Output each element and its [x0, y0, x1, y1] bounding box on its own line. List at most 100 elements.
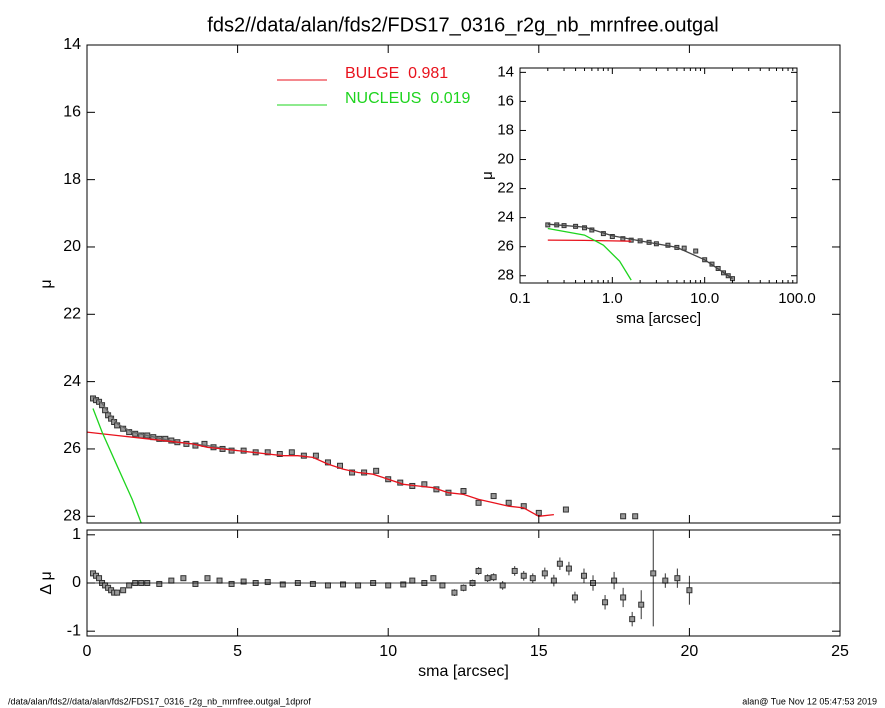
y-tick-label: -1: [67, 622, 81, 639]
data-point: [340, 581, 347, 588]
data-point: [580, 572, 587, 579]
data-point: [629, 616, 636, 623]
data-point: [451, 589, 458, 596]
y-tick-label: 16: [63, 104, 81, 121]
data-point: [355, 582, 362, 589]
data-point: [475, 567, 482, 574]
y-tick-label: 1: [72, 526, 81, 543]
x-tick-label: 10: [379, 643, 397, 660]
data-point: [264, 579, 271, 586]
x-tick-label: 5: [233, 643, 242, 660]
x-tick-label: 100.0: [778, 290, 816, 307]
data-point: [400, 581, 407, 588]
frame: [86, 44, 841, 524]
data-point: [674, 575, 681, 582]
legend-label: BULGE 0.981: [345, 65, 448, 82]
data-point: [693, 248, 699, 254]
data-point: [349, 469, 356, 476]
data-point: [602, 599, 609, 606]
y-tick-label: 18: [63, 171, 81, 188]
model-line: [547, 239, 632, 242]
data-point: [511, 567, 518, 574]
x-tick-label: 25: [831, 643, 849, 660]
data-point: [192, 580, 199, 587]
footer-left: /data/alan/fds2//data/alan/fds2/FDS17_03…: [8, 696, 311, 706]
data-point: [520, 572, 527, 579]
y-tick-label: 20: [497, 150, 514, 167]
x-tick-label: 0.1: [510, 290, 531, 307]
data-point: [96, 575, 103, 582]
model-line: [547, 227, 632, 281]
model-line: [92, 408, 142, 523]
data-point: [638, 601, 645, 608]
y-tick-label: 20: [63, 238, 81, 255]
plot-area: [87, 395, 639, 523]
data-point: [484, 575, 491, 582]
data-point: [686, 587, 693, 594]
data-point: [409, 577, 416, 584]
data-point: [460, 488, 467, 495]
data-point: [240, 578, 247, 585]
plot-area: [545, 222, 735, 282]
x-axis-label: sma [arcsec]: [616, 310, 701, 327]
data-point: [529, 575, 536, 582]
y-tick-label: 26: [497, 238, 514, 255]
data-point: [180, 575, 187, 582]
data-point: [571, 594, 578, 601]
y-tick-label: 28: [63, 507, 81, 524]
data-point: [276, 450, 283, 457]
data-point: [288, 449, 295, 456]
x-tick-label: 10.0: [690, 290, 719, 307]
data-point: [460, 584, 467, 591]
model-line: [547, 223, 733, 280]
data-point: [632, 513, 639, 520]
frame: [519, 67, 798, 284]
data-point: [156, 580, 163, 587]
y-axis-label: Δ μ: [38, 571, 55, 594]
y-tick-label: 18: [497, 121, 514, 138]
x-tick-label: 1.0: [602, 290, 623, 307]
data-point: [611, 577, 618, 584]
data-point: [556, 560, 563, 567]
data-point: [490, 574, 497, 581]
data-point: [499, 582, 506, 589]
y-tick-label: 22: [63, 306, 81, 323]
y-axis-label: μ: [479, 171, 496, 180]
y-tick-label: 24: [497, 209, 514, 226]
x-tick-label: 20: [681, 643, 699, 660]
y-tick-label: 14: [63, 36, 81, 53]
y-tick-label: 24: [63, 373, 81, 390]
data-point: [650, 570, 657, 577]
model-line: [87, 431, 554, 517]
y-tick-label: 16: [497, 92, 514, 109]
x-axis-label: sma [arcsec]: [418, 663, 509, 680]
x-tick-label: 15: [530, 643, 548, 660]
title: fds2//data/alan/fds2/FDS17_0316_r2g_nb_m…: [207, 14, 718, 36]
plot-area: [90, 530, 693, 627]
data-point: [373, 467, 380, 474]
legend-label: NUCLEUS 0.019: [345, 90, 470, 107]
y-tick-label: 22: [497, 180, 514, 197]
data-point: [279, 581, 286, 588]
data-point: [385, 582, 392, 589]
data-point: [439, 582, 446, 589]
data-point: [562, 506, 569, 513]
data-point: [541, 570, 548, 577]
data-point: [204, 575, 211, 582]
y-tick-label: 0: [72, 574, 81, 591]
data-point: [324, 582, 331, 589]
x-tick-label: 0: [83, 643, 92, 660]
y-tick-label: 26: [63, 440, 81, 457]
y-tick-label: 14: [497, 63, 514, 80]
data-point: [114, 589, 121, 596]
y-axis-label: μ: [38, 279, 55, 288]
data-point: [505, 499, 512, 506]
data-point: [475, 499, 482, 506]
data-point: [309, 580, 316, 587]
data-point: [550, 577, 557, 584]
data-point: [662, 577, 669, 584]
data-point: [565, 565, 572, 572]
data-point: [126, 582, 133, 589]
y-tick-label: 28: [497, 267, 514, 284]
